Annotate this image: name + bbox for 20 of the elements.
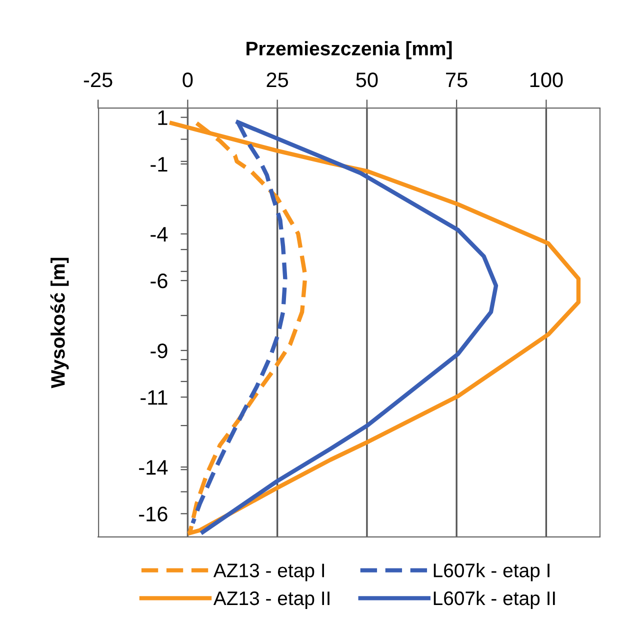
y-tick-label: -14 xyxy=(139,460,168,475)
x-tick-label: -25 xyxy=(84,72,112,88)
legend-label: AZ13 - etap I xyxy=(213,564,324,582)
legend-label: L607k - etap I xyxy=(434,563,550,582)
y-tick-label: -1 xyxy=(150,157,168,172)
x-tick-label: 50 xyxy=(356,72,378,88)
y-tick-label: -9 xyxy=(150,343,168,358)
y-tick-label: -11 xyxy=(140,390,168,405)
y-tick-label: 1 xyxy=(158,110,168,125)
legend-label: AZ13 - etap II xyxy=(213,591,330,610)
legend-label: L607k - etap II xyxy=(434,590,555,610)
x-tick-label: 100 xyxy=(530,72,563,88)
x-tick-label: 0 xyxy=(182,72,193,88)
y-tick-label: -6 xyxy=(150,274,168,288)
x-tick-label: 25 xyxy=(266,72,288,88)
x-axis-title: Przemieszczenia [mm] xyxy=(246,41,452,60)
y-tick-label: -4 xyxy=(150,227,168,242)
y-axis-title: Wysokość [m] xyxy=(50,258,69,388)
x-tick-label: 75 xyxy=(446,72,468,88)
y-tick-label: -16 xyxy=(139,506,168,522)
